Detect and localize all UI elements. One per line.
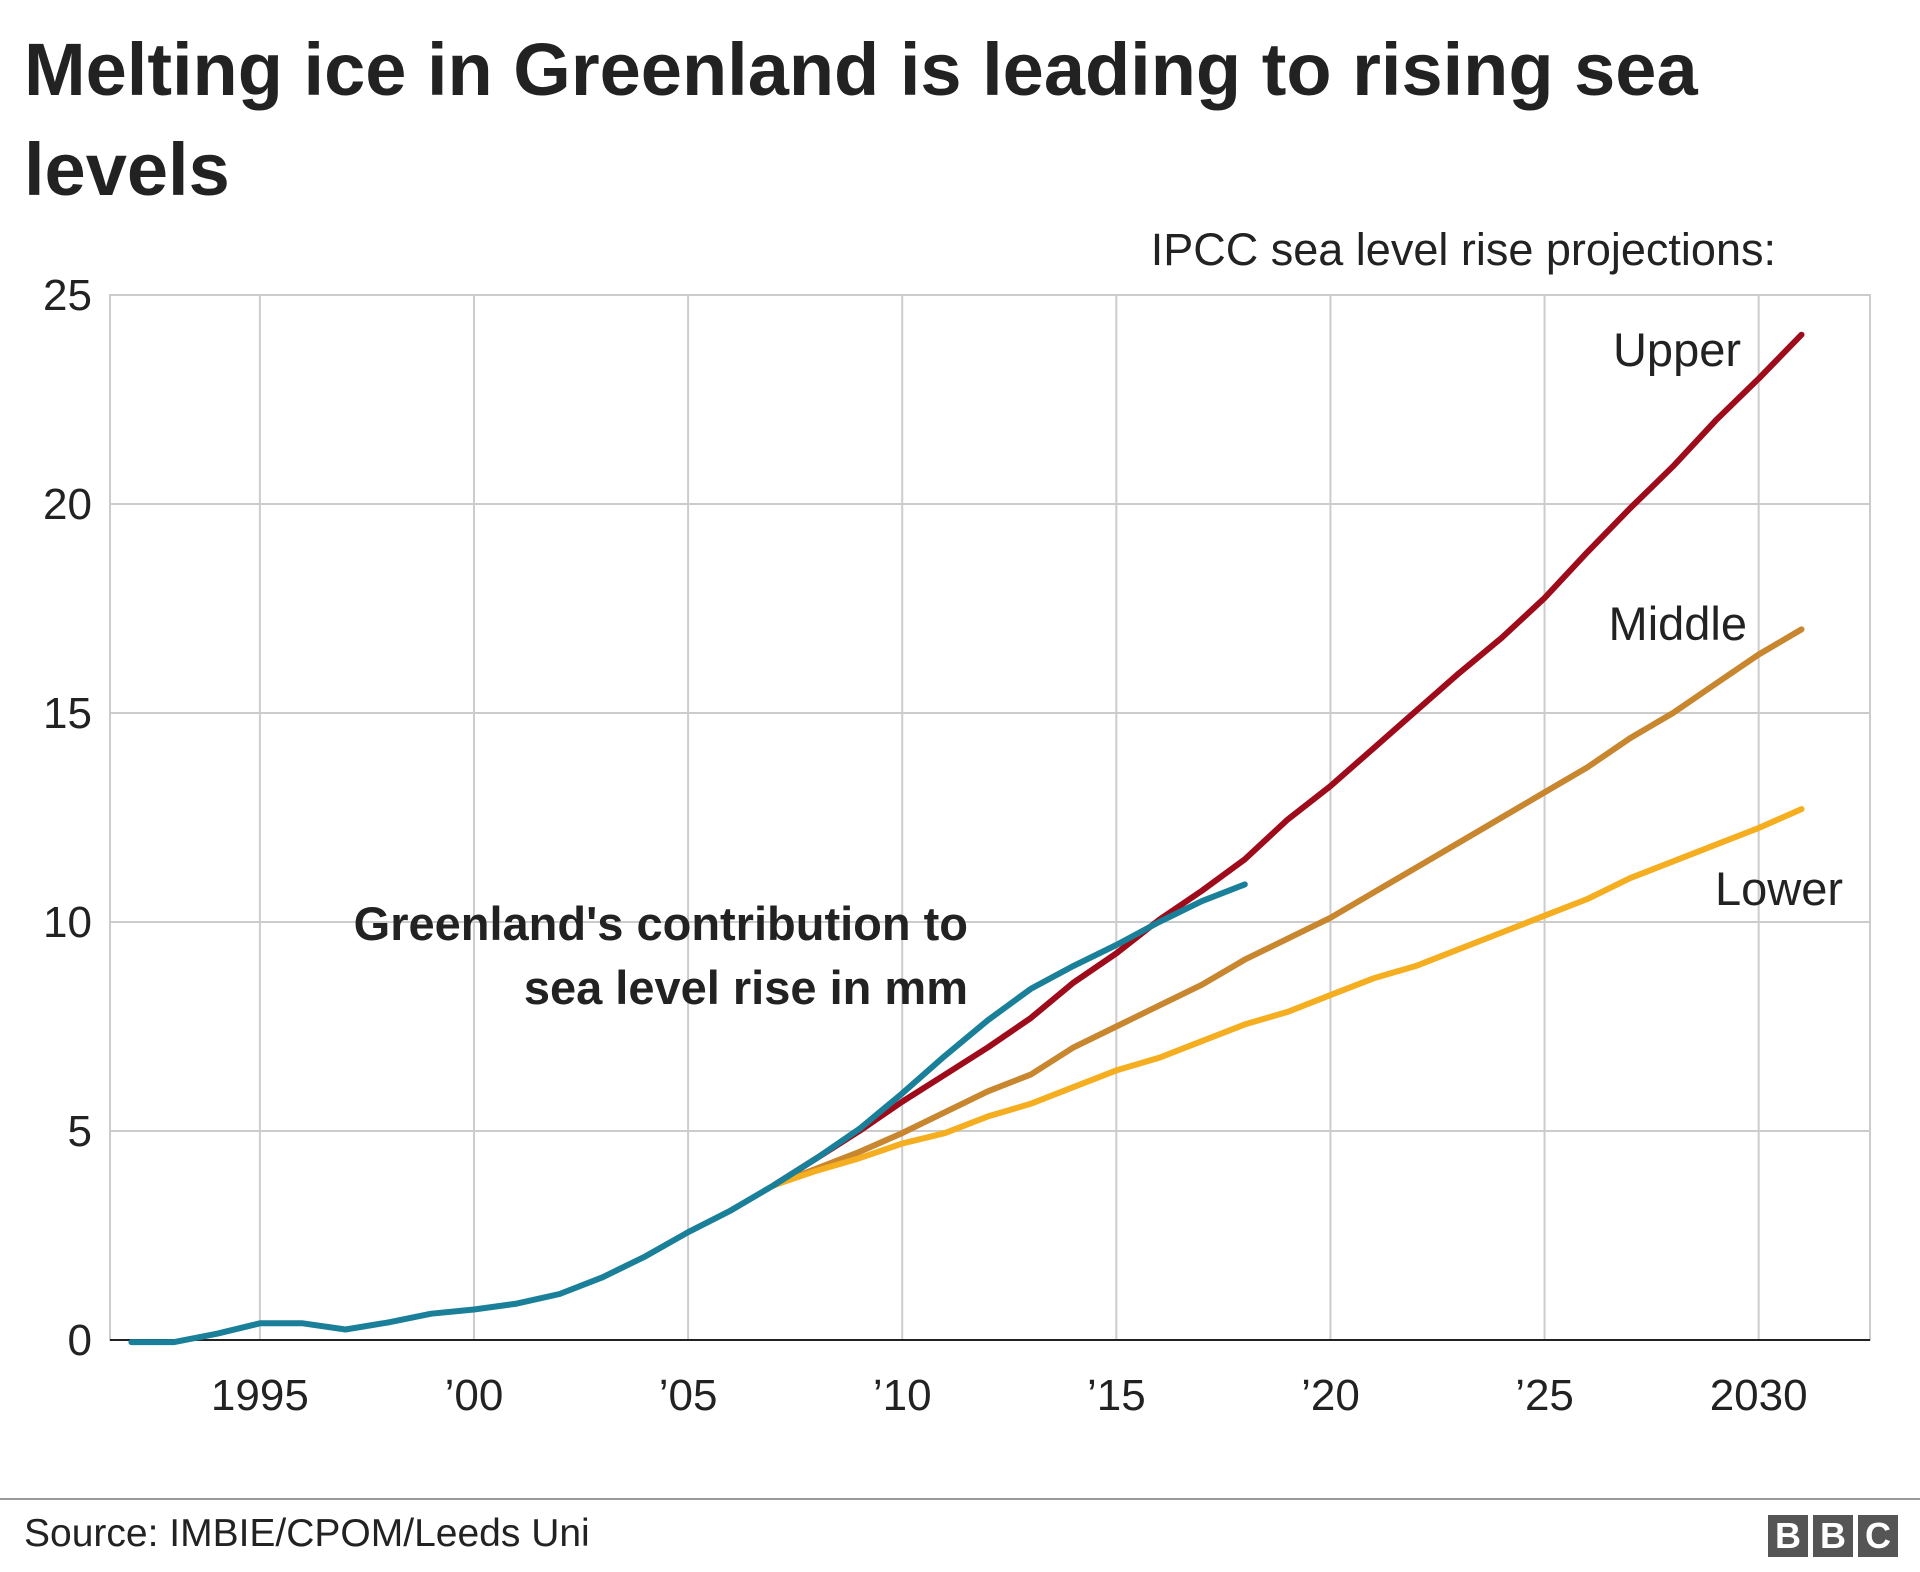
x-tick-label: ’10 bbox=[873, 1371, 932, 1420]
y-tick-label: 5 bbox=[68, 1107, 92, 1156]
plot-frame bbox=[109, 294, 1871, 1341]
x-tick-label: ’05 bbox=[659, 1371, 718, 1420]
x-tick-label: 2030 bbox=[1710, 1371, 1808, 1420]
source: Source: IMBIE/CPOM/Leeds Uni bbox=[24, 1512, 590, 1555]
x-tick-label: ’15 bbox=[1087, 1371, 1146, 1420]
line bbox=[770, 806, 1805, 1189]
chart-title: Melting ice in Greenland is leading to r… bbox=[24, 28, 1698, 211]
series-label: Middle bbox=[1609, 597, 1747, 650]
y-tick-label: 0 bbox=[68, 1316, 92, 1365]
y-tick-label: 15 bbox=[43, 689, 92, 738]
y-tick-label: 25 bbox=[43, 271, 92, 320]
divider bbox=[0, 1498, 1920, 1500]
logo-letter: C bbox=[1858, 1515, 1898, 1557]
y-tick-label: 20 bbox=[43, 480, 92, 529]
series-label: Greenland's contribution to sea level ri… bbox=[353, 897, 968, 1014]
y-tick-label: 10 bbox=[43, 898, 92, 947]
logo-letter: B bbox=[1768, 1515, 1808, 1557]
line bbox=[770, 331, 1805, 1189]
x-tick-label: ’25 bbox=[1515, 1371, 1574, 1420]
subtitle: IPCC sea level rise projections: bbox=[1151, 224, 1776, 275]
x-tick-label: ’20 bbox=[1301, 1371, 1360, 1420]
x-tick-label: ’00 bbox=[445, 1371, 504, 1420]
logo: B B C bbox=[1768, 1515, 1898, 1557]
series-label: Upper bbox=[1613, 323, 1741, 376]
line bbox=[770, 626, 1805, 1189]
x-tick-label: 1995 bbox=[211, 1371, 309, 1420]
line bbox=[128, 881, 1248, 1346]
logo-letter: B bbox=[1813, 1515, 1853, 1557]
series-label: Lower bbox=[1715, 862, 1843, 915]
